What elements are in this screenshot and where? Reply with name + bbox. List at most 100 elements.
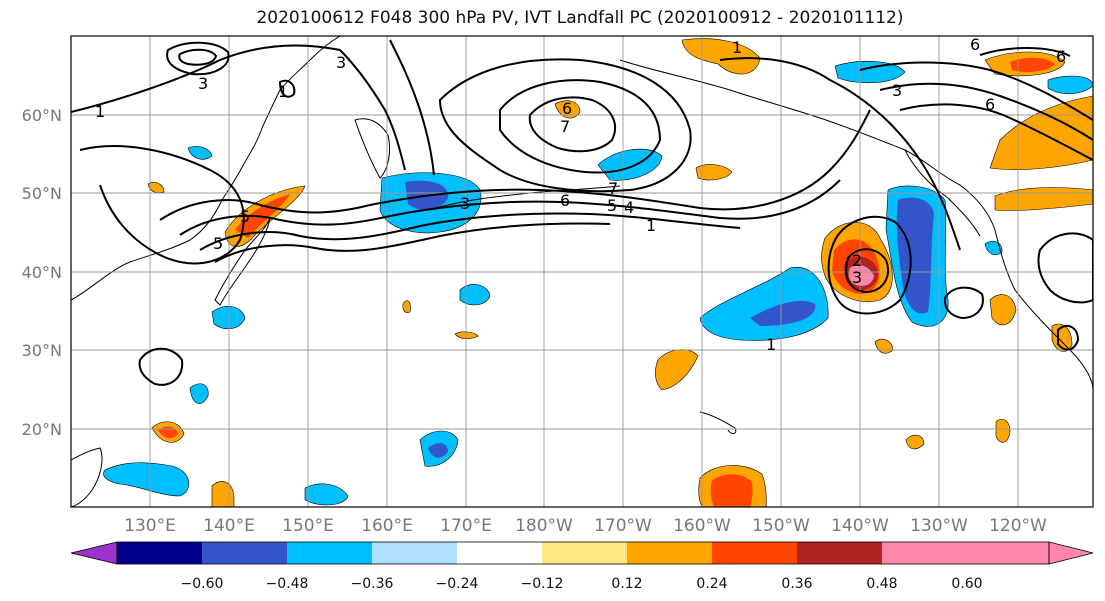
neg-region — [211, 306, 246, 330]
colorbar-tick-label: −0.24 — [436, 576, 479, 592]
longitude-labels: 130°E 140°E 150°E 160°E 170°E 180°W 170°… — [124, 516, 1047, 536]
colorbar-segment — [287, 542, 372, 564]
pv-contour — [499, 79, 662, 174]
contour-label: 3 — [852, 268, 862, 287]
pos-region — [995, 419, 1011, 443]
contour-label: 3 — [460, 194, 470, 213]
pv-contour — [1037, 232, 1093, 304]
coast-alaska — [619, 59, 1093, 391]
pv-contour — [979, 47, 1071, 57]
contour-label: 1 — [278, 82, 288, 101]
pv-contour — [899, 103, 1093, 161]
colorbar-tick-label: −0.48 — [266, 576, 309, 592]
pos-region — [905, 434, 925, 450]
contour-label: 6 — [970, 35, 980, 54]
colorbar-tick-label: 0.12 — [611, 576, 642, 592]
pos-region — [147, 182, 165, 194]
colorbar-tick-label: −0.60 — [181, 576, 224, 592]
pv-contour — [859, 61, 1093, 121]
colorbar-segment — [712, 542, 797, 564]
colorbar-segment — [882, 542, 1049, 564]
colorbar-segment — [797, 542, 882, 564]
pv-contour — [389, 39, 435, 176]
colorbar-tick-label: 0.48 — [866, 576, 897, 592]
pos-region — [211, 481, 235, 507]
pos-region — [554, 100, 581, 119]
pv-contour — [159, 109, 871, 221]
lat-label: 60°N — [22, 106, 62, 125]
pv-contour — [827, 215, 912, 315]
neg-region — [699, 266, 829, 341]
lon-label: 140°W — [831, 516, 889, 536]
colorbar-tick-label: 0.36 — [781, 576, 812, 592]
pv-contour — [528, 96, 617, 153]
contour-label: 6 — [560, 191, 570, 210]
colorbar-left-extend — [70, 541, 118, 565]
pv-contour — [719, 57, 961, 251]
pos-region — [989, 294, 1017, 326]
lon-label: 150°W — [752, 516, 810, 536]
lon-label: 120°W — [989, 516, 1047, 536]
map-frame — [70, 35, 1094, 508]
contour-label: 3 — [892, 81, 902, 100]
lon-label: 170°E — [440, 516, 492, 536]
colorbar-segment — [457, 542, 542, 564]
colorbar-segment — [627, 542, 712, 564]
colorbar-segment — [372, 542, 457, 564]
coastlines — [71, 36, 1093, 507]
coast-aleutians — [429, 185, 621, 211]
pv-contour — [845, 248, 889, 294]
pv-contour — [943, 286, 984, 320]
lon-label: 160°E — [361, 516, 413, 536]
pos-region — [402, 300, 411, 313]
coast-asia — [71, 36, 341, 301]
neg-region — [304, 483, 349, 506]
pos-region-core — [710, 474, 753, 507]
pv-contour — [178, 48, 218, 66]
lon-label: 130°W — [910, 516, 968, 536]
colorbar-segment — [202, 542, 287, 564]
neg-region-core — [428, 443, 448, 458]
colorbar-segment — [542, 542, 627, 564]
contour-label: 6 — [1056, 47, 1066, 66]
colorbar-outline — [116, 541, 1050, 565]
pv-contour — [1057, 324, 1080, 351]
pv-contour — [199, 212, 741, 251]
contour-label: 6 — [562, 99, 572, 118]
contour-label: 4 — [624, 198, 634, 217]
contour-label: 5 — [607, 196, 617, 215]
contour-label: 7 — [560, 117, 570, 136]
neg-region — [597, 148, 663, 181]
contour-label: 6 — [985, 95, 995, 114]
lon-label: 170°W — [594, 516, 652, 536]
contour-label: 5 — [213, 234, 223, 253]
pos-region — [681, 38, 761, 75]
neg-region — [984, 240, 1003, 256]
pv-contour — [438, 58, 692, 193]
colorbar-tick-label: 0.24 — [696, 576, 727, 592]
pv-contour — [138, 347, 184, 386]
latitude-labels: 60°N 50°N 40°N 30°N 20°N — [22, 106, 62, 439]
pv-contours — [71, 39, 1093, 386]
lat-label: 30°N — [22, 341, 62, 360]
contour-label: 2 — [852, 251, 862, 270]
colorbar-tick-label: −0.12 — [521, 576, 564, 592]
pos-region — [695, 164, 733, 181]
neg-region-core — [750, 300, 816, 326]
pv-contour — [879, 82, 1093, 141]
pv-contour — [166, 41, 230, 76]
contour-label: 1 — [646, 216, 656, 235]
colorbar-tick-label: 0.60 — [951, 576, 982, 592]
colorbar-right-extend — [1048, 541, 1094, 565]
pv-contour — [214, 222, 611, 263]
colorbar-segment — [117, 542, 202, 564]
pos-region-peak — [848, 265, 874, 286]
contour-label: 1 — [732, 38, 742, 57]
colorbar-tick-label: −0.36 — [351, 576, 394, 592]
contour-label: 3 — [336, 53, 346, 72]
lon-label: 160°W — [673, 516, 731, 536]
pos-region — [454, 331, 479, 340]
lon-label: 150°E — [282, 516, 334, 536]
pv-contour — [71, 44, 341, 113]
